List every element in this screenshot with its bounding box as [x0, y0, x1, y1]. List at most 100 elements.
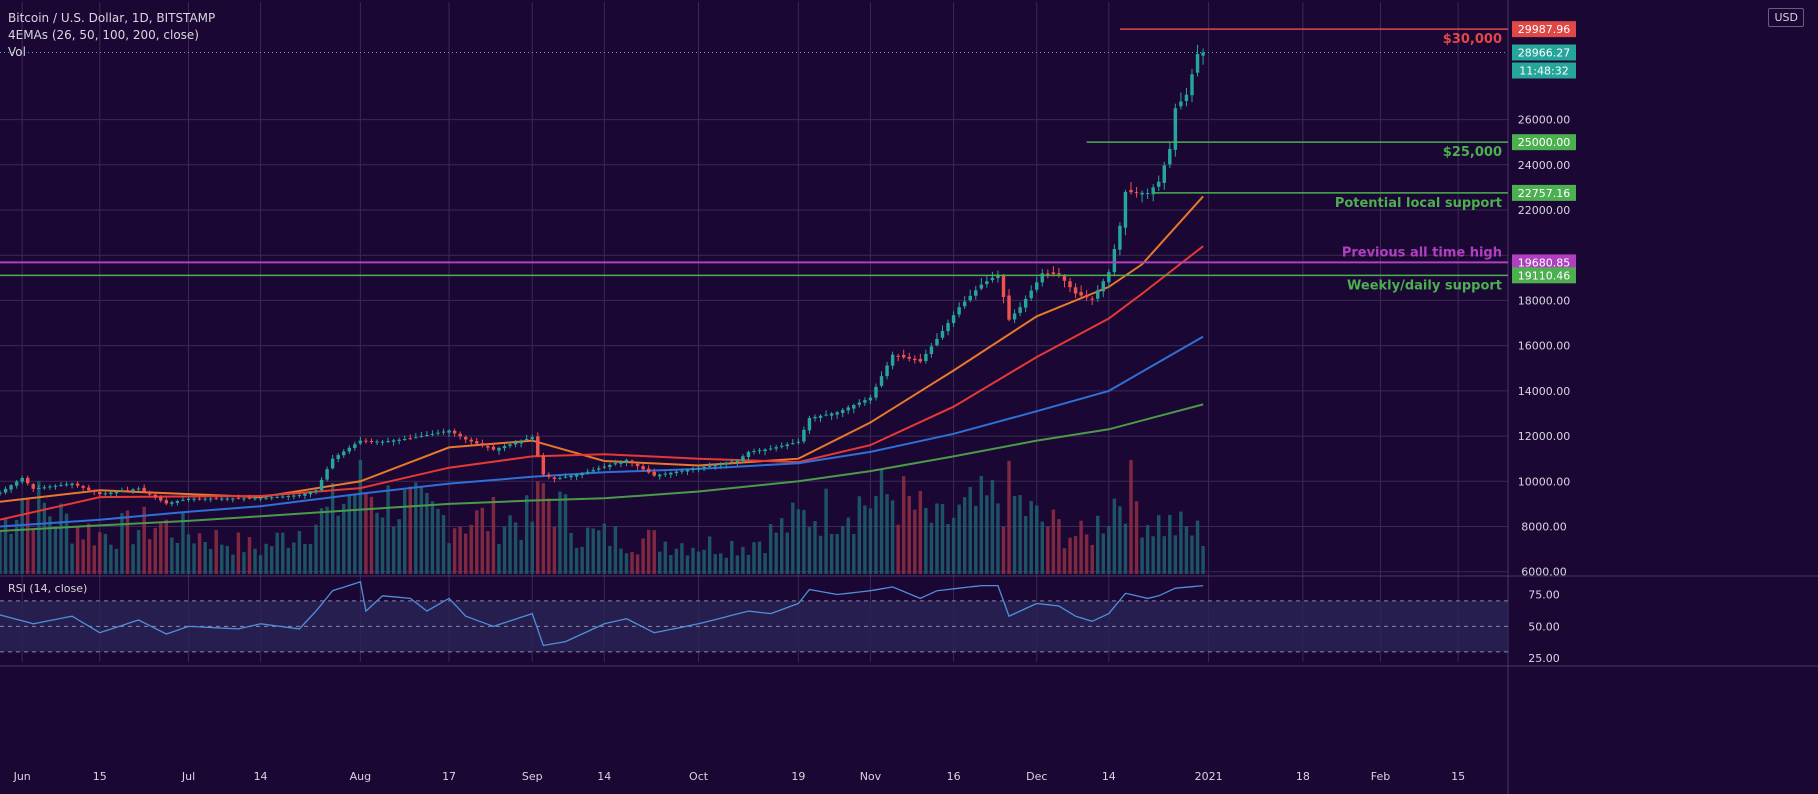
candle-body — [75, 483, 80, 486]
volume-bar — [613, 526, 618, 574]
candle-body — [186, 498, 191, 500]
candle-body — [730, 461, 734, 463]
candle-body — [103, 493, 108, 495]
volume-bar — [768, 524, 773, 574]
volume-bar — [946, 524, 950, 574]
candle-body — [48, 486, 52, 488]
candle-body — [469, 439, 473, 442]
candle-body — [342, 451, 346, 456]
volume-bar — [597, 530, 601, 574]
volume-bar — [131, 544, 135, 574]
candle-body — [414, 437, 418, 439]
volume-bar — [1101, 533, 1105, 574]
volume-bar — [913, 509, 917, 574]
volume-bar — [1079, 520, 1083, 574]
volume-bar — [303, 543, 307, 574]
candle-body — [868, 397, 873, 401]
candle-body — [541, 455, 546, 475]
candle-body — [508, 444, 512, 446]
volume-bar — [1179, 511, 1183, 574]
candle-body — [286, 496, 291, 498]
candle-body — [131, 489, 135, 491]
volume-bar — [1046, 526, 1050, 574]
candle-body — [1107, 272, 1111, 283]
ema26-line — [0, 195, 1204, 503]
candle-body — [574, 474, 579, 477]
volume-bar — [1035, 505, 1039, 574]
volume-bar — [691, 547, 695, 574]
y-tick-label: 24000.00 — [1518, 159, 1571, 172]
volume-bar — [491, 496, 496, 574]
candle-body — [680, 470, 684, 472]
volume-bar — [53, 526, 58, 574]
price-tag-green19 — [1512, 267, 1576, 284]
candle-body — [768, 448, 773, 450]
x-tick-label: 14 — [254, 770, 268, 783]
volume-bar — [264, 543, 268, 574]
volume-bar — [1012, 496, 1017, 574]
candle-body — [380, 441, 385, 443]
candle-body — [524, 438, 529, 440]
candle-body — [674, 471, 679, 474]
candle-body — [125, 490, 130, 492]
volume-bar — [59, 503, 63, 574]
volume-bar — [192, 543, 196, 574]
candle-body — [81, 486, 85, 488]
volume-bar — [403, 489, 407, 574]
volume-bar — [1068, 537, 1072, 574]
candle-body — [292, 495, 296, 497]
x-tick-label: Dec — [1026, 770, 1047, 783]
candle-body — [386, 441, 390, 443]
candle-body — [1123, 191, 1128, 228]
volume-bar — [208, 549, 213, 574]
x-tick-label: Jul — [181, 770, 195, 783]
volume-bar — [685, 555, 690, 574]
candle-body — [475, 441, 479, 444]
volume-bar — [585, 527, 590, 574]
candle-body — [591, 470, 595, 472]
candle-body — [896, 355, 900, 357]
volume-bar — [807, 527, 812, 574]
volume-bar — [480, 507, 485, 574]
candle-body — [1173, 108, 1178, 150]
volume-bar — [120, 513, 124, 574]
candle-body — [1096, 290, 1100, 299]
candle-body — [597, 468, 601, 470]
candle-body — [220, 498, 224, 500]
volume-bar — [680, 543, 684, 574]
candle-body — [308, 491, 313, 495]
volume-bar — [269, 546, 274, 574]
candle-body — [303, 493, 307, 496]
volume-bar — [1157, 515, 1161, 574]
y-tick-label: 26000.00 — [1518, 114, 1571, 127]
volume-bar — [330, 483, 335, 574]
candle-body — [619, 461, 623, 464]
candle-body — [752, 451, 756, 453]
ema100-line — [0, 335, 1204, 528]
volume-bar — [563, 494, 568, 574]
candle-body — [602, 466, 607, 468]
volume-bar — [1195, 520, 1200, 574]
candle-body — [646, 468, 651, 473]
candle-body — [1029, 290, 1033, 299]
candle-body — [208, 498, 213, 500]
volume-bar — [430, 501, 435, 574]
candle-body — [940, 330, 945, 338]
volume-bar — [890, 500, 895, 574]
volume-bar — [1145, 525, 1150, 574]
volume-bar — [1023, 516, 1028, 574]
rsi-tick-label: 50.00 — [1528, 620, 1560, 633]
candle-body — [1129, 190, 1133, 193]
volume-bar — [14, 519, 19, 574]
volume-bar — [136, 529, 141, 574]
currency-button[interactable]: USD — [1768, 8, 1804, 27]
volume-bar — [86, 523, 91, 574]
volume-bar — [109, 544, 113, 574]
volume-bar — [1001, 526, 1006, 574]
x-tick-label: Oct — [689, 770, 709, 783]
candle-body — [31, 484, 35, 489]
ema-legend: 4EMAs (26, 50, 100, 200, close) — [8, 28, 199, 42]
volume-bar — [624, 553, 629, 574]
